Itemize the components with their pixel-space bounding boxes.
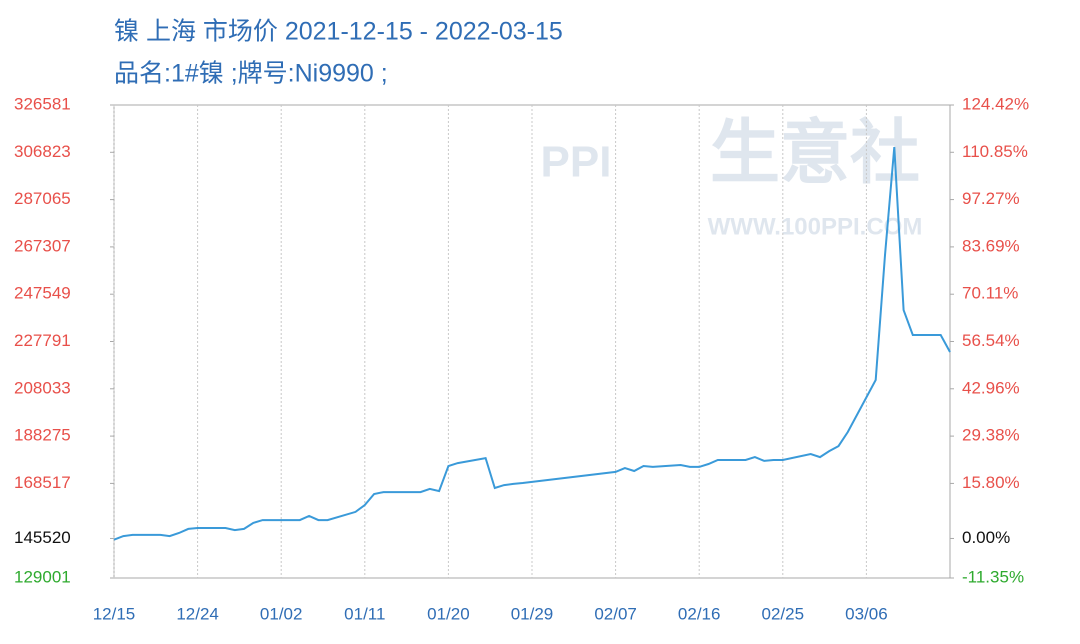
chart-subtitle: 品名:1#镍 ;牌号:Ni9990 ; <box>114 60 388 88</box>
x-tick-label: 02/07 <box>594 604 637 623</box>
y-tick-label: 287065 <box>14 189 71 208</box>
x-tick-label: 01/11 <box>344 604 385 623</box>
y2-tick-label: 42.96% <box>962 378 1020 397</box>
y2-tick-label: 110.85% <box>962 142 1028 161</box>
y2-tick-label: 97.27% <box>962 189 1020 208</box>
y2-tick-label: -11.35% <box>962 567 1024 586</box>
y-tick-label: 247549 <box>14 284 71 303</box>
y-tick-label: 208033 <box>14 378 71 397</box>
y-tick-label: 188275 <box>14 426 71 445</box>
y2-tick-label: 70.11% <box>962 284 1018 303</box>
watermark-text: 生意社 <box>710 113 920 191</box>
x-tick-label: 12/15 <box>93 604 136 623</box>
y2-tick-label: 29.38% <box>962 426 1020 445</box>
watermark-logo: PPI <box>541 138 612 187</box>
line <box>113 147 951 541</box>
x-tick-label: 02/25 <box>762 604 805 623</box>
x-tick-label: 03/06 <box>845 604 888 623</box>
x-tick-label: 02/16 <box>678 604 721 623</box>
watermark-url: WWW.100PPI.COM <box>708 213 923 240</box>
y2-tick-label: 15.80% <box>962 473 1020 492</box>
x-tick-label: 01/02 <box>260 604 303 623</box>
x-tick-label: 01/29 <box>511 604 554 623</box>
y-tick-label: 267307 <box>14 236 71 255</box>
chart-title: 镍 上海 市场价 2021-12-15 - 2022-03-15 <box>114 18 563 46</box>
y-tick-label: 145520 <box>14 528 71 547</box>
y-tick-label: 129001 <box>14 567 71 586</box>
y-tick-label: 227791 <box>14 331 71 350</box>
y-tick-label: 306823 <box>14 142 71 161</box>
y2-tick-label: 56.54% <box>962 331 1020 350</box>
x-tick-label: 01/20 <box>427 604 470 623</box>
x-tick-label: 12/24 <box>176 604 219 623</box>
y2-tick-label: 83.69% <box>962 236 1020 255</box>
y2-tick-label: 0.00% <box>962 528 1010 547</box>
y-tick-label: 168517 <box>14 473 71 492</box>
y-tick-label: 326581 <box>14 94 71 113</box>
y2-tick-label: 124.42% <box>962 94 1029 113</box>
